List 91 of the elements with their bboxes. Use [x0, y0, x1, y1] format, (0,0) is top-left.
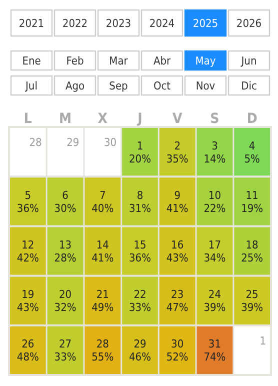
button: Jun: [228, 50, 270, 71]
data-label: 74%: [204, 350, 226, 364]
button: 2021: [10, 9, 53, 37]
button: Sep: [97, 75, 140, 96]
button: 2026: [228, 9, 270, 37]
button: Dic: [228, 75, 270, 96]
data-label: 36%: [129, 252, 151, 264]
annotation: 6: [62, 188, 68, 202]
button: Mar: [97, 50, 140, 71]
annotation: 28: [29, 136, 42, 149]
selected-button: 2025: [184, 9, 227, 37]
data-label: 22%: [204, 202, 226, 215]
annotation: 28: [96, 338, 109, 351]
annotation: 19: [22, 288, 34, 302]
annotation: 24: [208, 288, 222, 302]
data-label: 28%: [54, 252, 76, 264]
data-label: 43%: [166, 252, 188, 264]
button: Abr: [140, 50, 184, 71]
annotation: 3: [212, 139, 218, 152]
annotation: 7: [99, 188, 106, 202]
data-label: 55%: [92, 350, 114, 364]
annotation: 11: [246, 188, 258, 202]
data-label: 20%: [129, 152, 151, 166]
x-tick-label: J: [136, 111, 142, 127]
data-label: 32%: [54, 301, 76, 314]
annotation: 23: [171, 288, 184, 302]
annotation: 13: [58, 238, 72, 252]
data-label: 48%: [16, 350, 39, 364]
data-label: 43%: [16, 301, 39, 314]
data-label: 41%: [166, 202, 188, 215]
button: Ene: [10, 50, 53, 71]
annotation: 17: [208, 238, 222, 252]
data-label: 49%: [92, 301, 114, 314]
data-label: 39%: [241, 301, 264, 314]
x-tick-label: S: [210, 111, 220, 127]
annotation: 8: [136, 188, 144, 202]
button: Ago: [54, 75, 96, 96]
data-label: 39%: [204, 301, 226, 314]
annotation: 14: [96, 238, 109, 252]
annotation: 30: [171, 338, 184, 351]
annotation: 29: [134, 338, 146, 351]
data-label: 46%: [129, 350, 151, 364]
data-label: 40%: [92, 202, 114, 215]
annotation: 15: [134, 238, 146, 252]
annotation: 4: [248, 139, 256, 152]
button: Nov: [184, 75, 227, 96]
button: Jul: [10, 75, 53, 96]
annotation: 22: [134, 288, 146, 302]
data-label: 30%: [54, 202, 76, 215]
annotation: 31: [208, 338, 222, 351]
data-label: 33%: [54, 350, 76, 364]
data-label: 41%: [92, 252, 114, 264]
x-tick-label: D: [246, 111, 258, 127]
data-label: 42%: [16, 252, 39, 264]
annotation: 10: [208, 188, 222, 202]
annotation: 18: [246, 238, 258, 252]
data-label: 35%: [166, 152, 188, 166]
data-label: 31%: [129, 202, 151, 215]
data-label: 52%: [166, 350, 188, 364]
annotation: 20: [58, 288, 72, 302]
annotation: 26: [22, 338, 34, 351]
x-tick-label: L: [24, 111, 32, 127]
annotation: 12: [22, 238, 34, 252]
data-label: 19%: [241, 202, 264, 215]
button: Feb: [54, 50, 96, 71]
data-label: 47%: [166, 301, 188, 314]
data-label: 36%: [16, 202, 39, 215]
selected-button: May: [184, 50, 227, 71]
annotation: 1: [260, 334, 266, 348]
data-label: 5%: [244, 152, 260, 166]
annotation: 9: [174, 188, 181, 202]
annotation: 29: [66, 136, 80, 149]
annotation: 5: [24, 188, 32, 202]
button: 2022: [54, 9, 96, 37]
annotation: 1: [136, 139, 144, 152]
annotation: 27: [58, 338, 72, 351]
annotation: 16: [171, 238, 184, 252]
annotation: 2: [174, 139, 181, 152]
data-label: 25%: [241, 252, 264, 264]
data-label: 34%: [204, 252, 226, 264]
annotation: 25: [246, 288, 258, 302]
x-tick-label: X: [98, 111, 108, 127]
x-tick-label: M: [59, 111, 72, 127]
button: 2023: [97, 9, 140, 37]
data-label: 33%: [129, 301, 151, 314]
data-label: 14%: [204, 152, 226, 166]
button: Oct: [140, 75, 184, 96]
button: 2024: [140, 9, 184, 37]
annotation: 30: [104, 136, 117, 149]
annotation: 21: [96, 288, 109, 302]
x-tick-label: V: [172, 111, 182, 127]
